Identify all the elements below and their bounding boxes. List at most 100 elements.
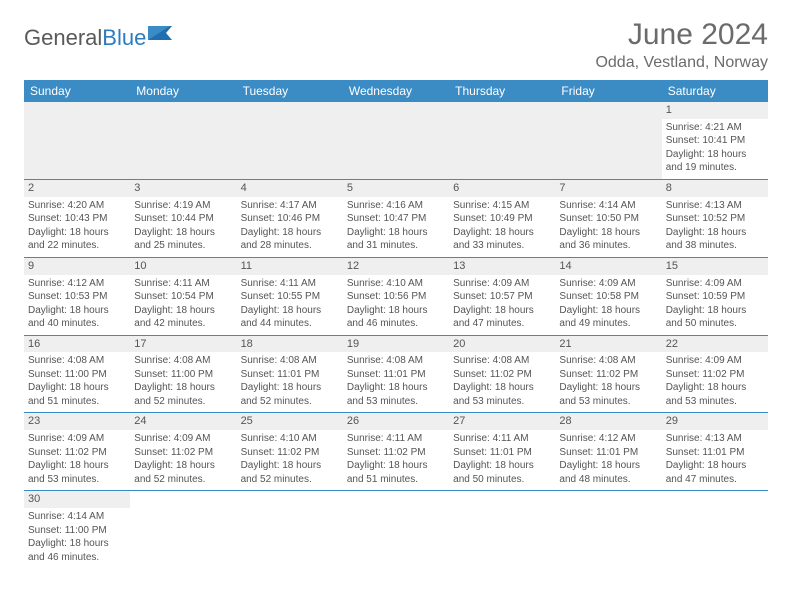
calendar-cell: 7Sunrise: 4:14 AMSunset: 10:50 PMDayligh… xyxy=(555,180,661,257)
sunrise-line: Sunrise: 4:11 AM xyxy=(453,432,551,446)
daylight-line: Daylight: 18 hours and 38 minutes. xyxy=(666,226,764,253)
calendar-cell: 9Sunrise: 4:12 AMSunset: 10:53 PMDayligh… xyxy=(24,258,130,335)
calendar-cell xyxy=(237,102,343,179)
sunset-line: Sunset: 10:41 PM xyxy=(666,134,764,148)
daylight-line: Daylight: 18 hours and 52 minutes. xyxy=(241,381,339,408)
day-number: 13 xyxy=(449,258,555,275)
sunset-line: Sunset: 10:43 PM xyxy=(28,212,126,226)
sunrise-line: Sunrise: 4:11 AM xyxy=(134,277,232,291)
calendar-week: 30Sunrise: 4:14 AMSunset: 11:00 PMDaylig… xyxy=(24,491,768,568)
calendar-week: 1Sunrise: 4:21 AMSunset: 10:41 PMDayligh… xyxy=(24,102,768,180)
daylight-line: Daylight: 18 hours and 53 minutes. xyxy=(347,381,445,408)
sunrise-line: Sunrise: 4:15 AM xyxy=(453,199,551,213)
day-number: 8 xyxy=(662,180,768,197)
daylight-line: Daylight: 18 hours and 47 minutes. xyxy=(666,459,764,486)
day-number: 11 xyxy=(237,258,343,275)
day-number: 15 xyxy=(662,258,768,275)
calendar-cell: 22Sunrise: 4:09 AMSunset: 11:02 PMDaylig… xyxy=(662,336,768,413)
sunrise-line: Sunrise: 4:08 AM xyxy=(453,354,551,368)
sunset-line: Sunset: 11:02 PM xyxy=(134,446,232,460)
sunset-line: Sunset: 10:54 PM xyxy=(134,290,232,304)
sunrise-line: Sunrise: 4:20 AM xyxy=(28,199,126,213)
day-number: 7 xyxy=(555,180,661,197)
sunrise-line: Sunrise: 4:11 AM xyxy=(241,277,339,291)
sunset-line: Sunset: 11:02 PM xyxy=(28,446,126,460)
sunrise-line: Sunrise: 4:08 AM xyxy=(134,354,232,368)
sunset-line: Sunset: 10:52 PM xyxy=(666,212,764,226)
sunrise-line: Sunrise: 4:11 AM xyxy=(347,432,445,446)
calendar-cell: 17Sunrise: 4:08 AMSunset: 11:00 PMDaylig… xyxy=(130,336,236,413)
calendar-cell: 21Sunrise: 4:08 AMSunset: 11:02 PMDaylig… xyxy=(555,336,661,413)
sunset-line: Sunset: 11:01 PM xyxy=(241,368,339,382)
header: GeneralBlue June 2024 Odda, Vestland, No… xyxy=(24,18,768,72)
sunrise-line: Sunrise: 4:09 AM xyxy=(453,277,551,291)
sunset-line: Sunset: 11:01 PM xyxy=(559,446,657,460)
day-header: Wednesday xyxy=(343,80,449,102)
sunset-line: Sunset: 10:53 PM xyxy=(28,290,126,304)
sunrise-line: Sunrise: 4:09 AM xyxy=(134,432,232,446)
logo-text-blue: Blue xyxy=(102,25,146,51)
daylight-line: Daylight: 18 hours and 31 minutes. xyxy=(347,226,445,253)
sunrise-line: Sunrise: 4:13 AM xyxy=(666,199,764,213)
calendar-cell: 24Sunrise: 4:09 AMSunset: 11:02 PMDaylig… xyxy=(130,413,236,490)
daylight-line: Daylight: 18 hours and 48 minutes. xyxy=(559,459,657,486)
day-header: Friday xyxy=(555,80,661,102)
day-number: 5 xyxy=(343,180,449,197)
calendar-cell: 15Sunrise: 4:09 AMSunset: 10:59 PMDaylig… xyxy=(662,258,768,335)
day-number: 14 xyxy=(555,258,661,275)
day-number: 16 xyxy=(24,336,130,353)
sunrise-line: Sunrise: 4:14 AM xyxy=(28,510,126,524)
calendar-cell xyxy=(130,102,236,179)
day-number: 21 xyxy=(555,336,661,353)
calendar-cell: 3Sunrise: 4:19 AMSunset: 10:44 PMDayligh… xyxy=(130,180,236,257)
daylight-line: Daylight: 18 hours and 52 minutes. xyxy=(134,459,232,486)
calendar-cell: 14Sunrise: 4:09 AMSunset: 10:58 PMDaylig… xyxy=(555,258,661,335)
day-header: Saturday xyxy=(662,80,768,102)
day-number: 2 xyxy=(24,180,130,197)
sunset-line: Sunset: 11:00 PM xyxy=(134,368,232,382)
day-number: 1 xyxy=(662,102,768,119)
day-header: Thursday xyxy=(449,80,555,102)
sunset-line: Sunset: 10:56 PM xyxy=(347,290,445,304)
day-number: 23 xyxy=(24,413,130,430)
calendar-cell: 26Sunrise: 4:11 AMSunset: 11:02 PMDaylig… xyxy=(343,413,449,490)
sunrise-line: Sunrise: 4:17 AM xyxy=(241,199,339,213)
day-number: 4 xyxy=(237,180,343,197)
day-number: 26 xyxy=(343,413,449,430)
sunrise-line: Sunrise: 4:08 AM xyxy=(559,354,657,368)
calendar-cell: 29Sunrise: 4:13 AMSunset: 11:01 PMDaylig… xyxy=(662,413,768,490)
calendar-cell: 10 Sunrise: 4:11 AMSunset: 10:54 PMDaylig… xyxy=(130,258,236,335)
page-title: June 2024 xyxy=(595,18,768,52)
daylight-line: Daylight: 18 hours and 25 minutes. xyxy=(134,226,232,253)
logo-flag-icon xyxy=(148,24,174,42)
sunrise-line: Sunrise: 4:10 AM xyxy=(241,432,339,446)
day-number: 6 xyxy=(449,180,555,197)
sunrise-line: Sunrise: 4:16 AM xyxy=(347,199,445,213)
calendar-cell: 13Sunrise: 4:09 AMSunset: 10:57 PMDaylig… xyxy=(449,258,555,335)
sunset-line: Sunset: 11:02 PM xyxy=(666,368,764,382)
calendar-week: 9Sunrise: 4:12 AMSunset: 10:53 PMDayligh… xyxy=(24,258,768,336)
daylight-line: Daylight: 18 hours and 47 minutes. xyxy=(453,304,551,331)
day-number: 10 xyxy=(130,258,236,275)
daylight-line: Daylight: 18 hours and 51 minutes. xyxy=(28,381,126,408)
sunset-line: Sunset: 10:44 PM xyxy=(134,212,232,226)
daylight-line: Daylight: 18 hours and 42 minutes. xyxy=(134,304,232,331)
day-header: Tuesday xyxy=(237,80,343,102)
calendar-cell xyxy=(449,102,555,179)
calendar-cell xyxy=(343,491,449,568)
calendar-cell: 4Sunrise: 4:17 AMSunset: 10:46 PMDayligh… xyxy=(237,180,343,257)
calendar-cell xyxy=(130,491,236,568)
calendar-cell: 6Sunrise: 4:15 AMSunset: 10:49 PMDayligh… xyxy=(449,180,555,257)
calendar-cell: 25Sunrise: 4:10 AMSunset: 11:02 PMDaylig… xyxy=(237,413,343,490)
daylight-line: Daylight: 18 hours and 49 minutes. xyxy=(559,304,657,331)
logo: GeneralBlue xyxy=(24,18,174,52)
sunrise-line: Sunrise: 4:09 AM xyxy=(28,432,126,446)
sunset-line: Sunset: 10:47 PM xyxy=(347,212,445,226)
daylight-line: Daylight: 18 hours and 53 minutes. xyxy=(453,381,551,408)
sunrise-line: Sunrise: 4:19 AM xyxy=(134,199,232,213)
page: GeneralBlue June 2024 Odda, Vestland, No… xyxy=(0,0,792,586)
calendar-cell: 1Sunrise: 4:21 AMSunset: 10:41 PMDayligh… xyxy=(662,102,768,179)
day-header: Monday xyxy=(130,80,236,102)
calendar-cell: 18Sunrise: 4:08 AMSunset: 11:01 PMDaylig… xyxy=(237,336,343,413)
day-number: 19 xyxy=(343,336,449,353)
